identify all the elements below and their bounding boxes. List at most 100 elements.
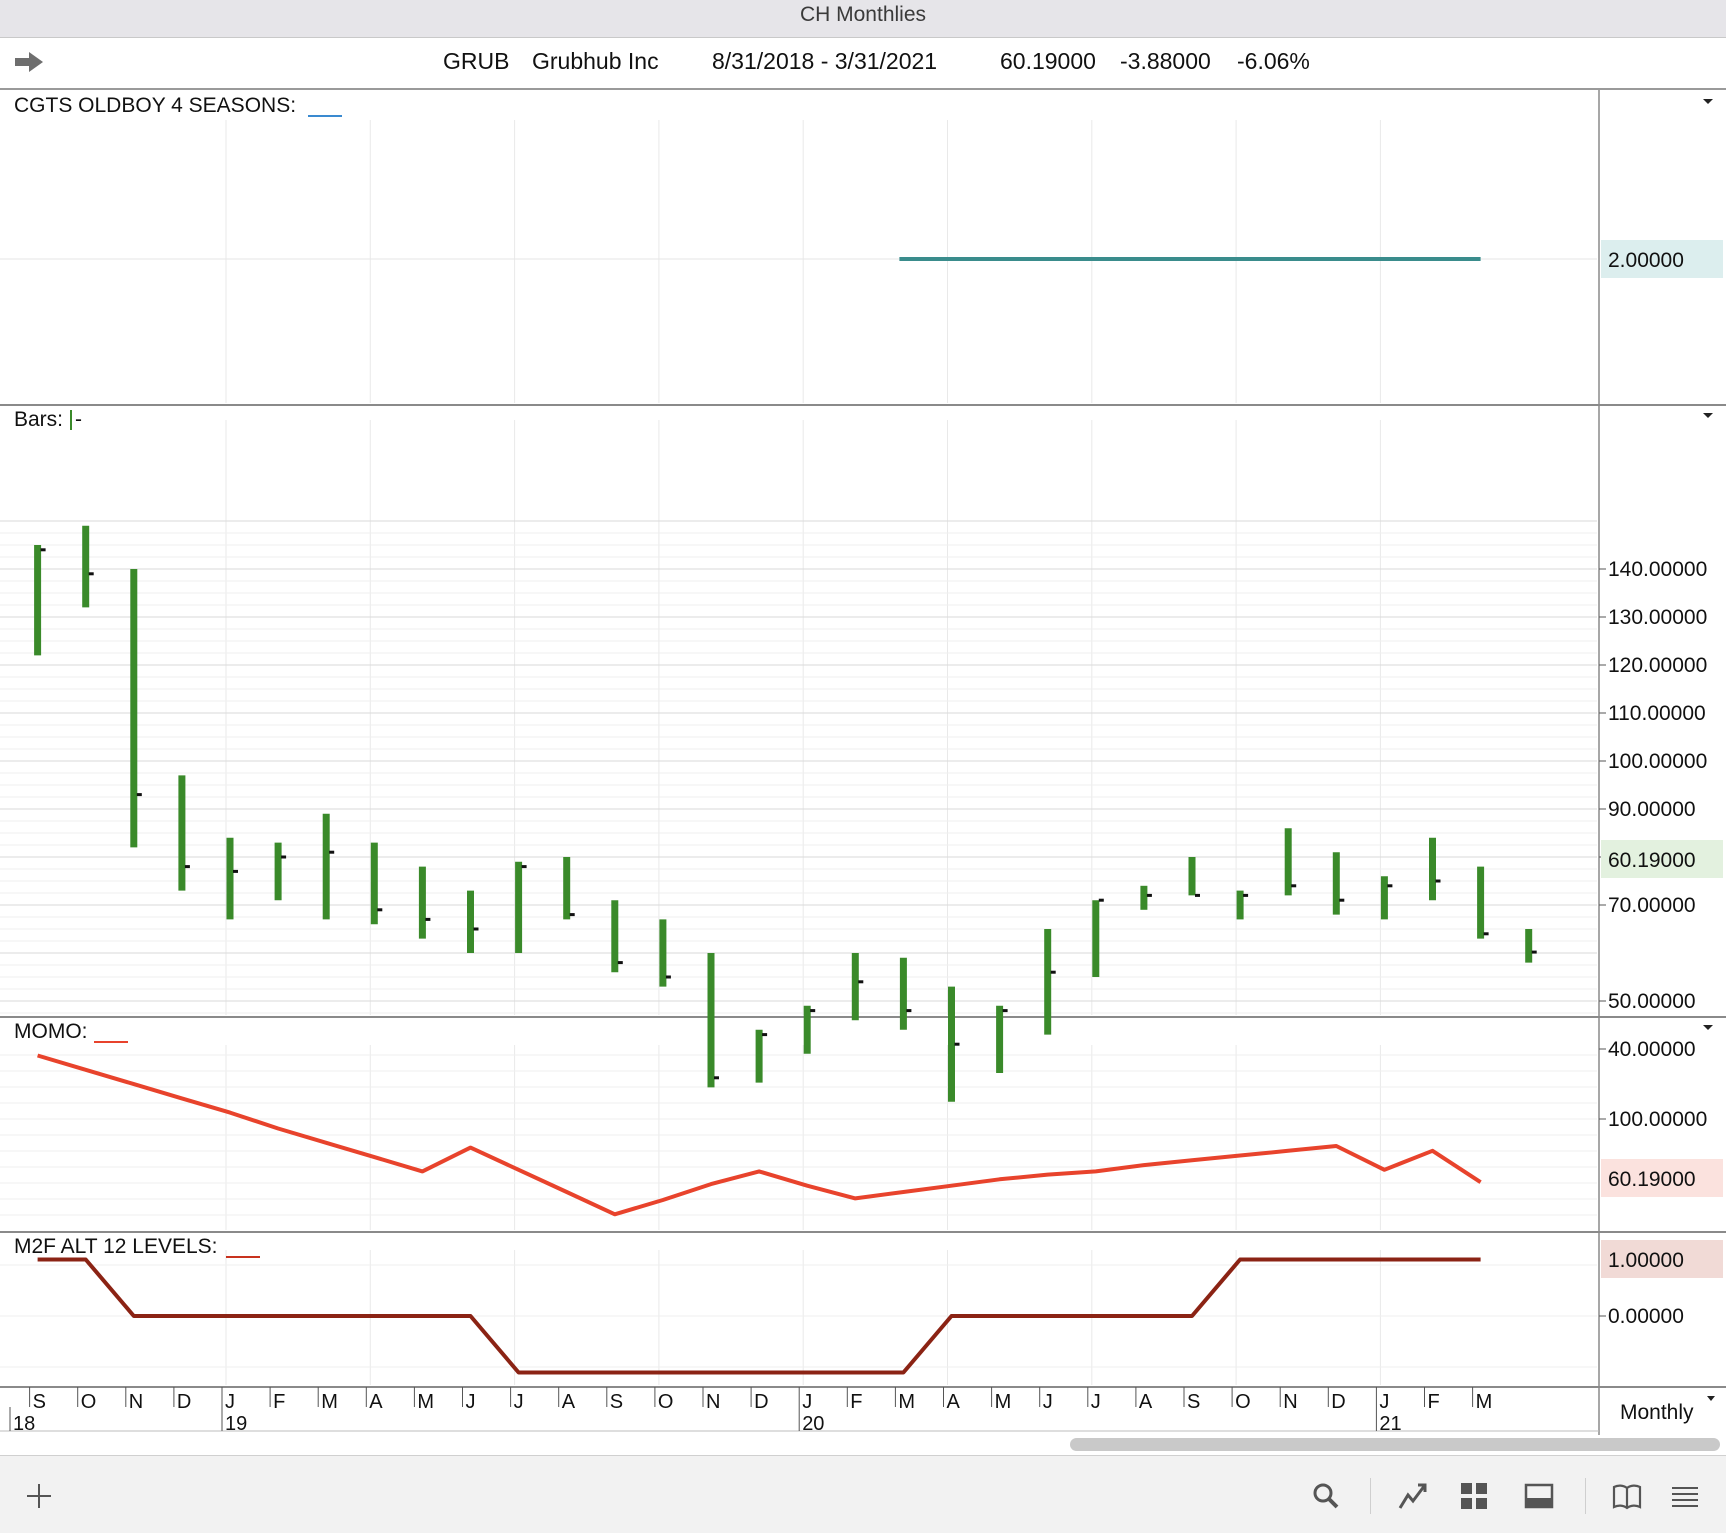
ohlc-bar: [611, 900, 623, 973]
y-tick-label: 0.00000: [1608, 1305, 1684, 1328]
ohlc-bar: [515, 861, 527, 953]
m2f-last-badge: 1.00000: [1601, 1240, 1723, 1278]
ohlc-bar: [1236, 890, 1249, 920]
m2f-y-axis: 0.00000: [1599, 1305, 1684, 1328]
x-month-label: S: [1187, 1391, 1200, 1413]
x-month-label: A: [947, 1391, 961, 1413]
momo-last-value: 60.19000: [1608, 1168, 1696, 1191]
ohlc-bar: [274, 842, 287, 901]
m2f-title: M2F ALT 12 LEVELS:: [14, 1235, 218, 1258]
ohlc-bar: [996, 1005, 1008, 1073]
x-month-label: F: [850, 1391, 862, 1413]
x-month-label: M: [1476, 1391, 1493, 1413]
add-icon[interactable]: [24, 1481, 54, 1511]
ohlc-bar: [899, 957, 912, 1030]
ohlc-bar: [130, 569, 142, 848]
ohlc-bar: [178, 775, 190, 891]
panel-menu-icon[interactable]: [1703, 413, 1713, 418]
x-month-label: J: [225, 1391, 235, 1413]
toolbar-separator: [1370, 1478, 1371, 1514]
x-year-label: 19: [225, 1413, 247, 1435]
y-tick-label: 120.00000: [1608, 654, 1707, 677]
last-price: 60.19000: [1000, 48, 1096, 74]
book-icon[interactable]: [1612, 1481, 1642, 1511]
seasons-last-badge: 2.00000: [1601, 240, 1723, 278]
ohlc-bar: [1332, 852, 1345, 915]
panel-layout-icon[interactable]: [1524, 1481, 1554, 1511]
momo-series: [37, 1053, 1482, 1217]
chevron-down-icon[interactable]: [1707, 1396, 1715, 1401]
momo-title: MOMO:: [14, 1020, 88, 1043]
x-month-label: M: [417, 1391, 434, 1413]
y-tick-label: 90.00000: [1608, 798, 1696, 821]
panel-menu-icon[interactable]: [1703, 99, 1713, 104]
ohlc-bar: [707, 953, 719, 1088]
price-change-pct: -6.06%: [1237, 48, 1310, 74]
timeframe-selector[interactable]: Monthly: [1620, 1396, 1715, 1424]
ohlc-bars: [34, 525, 1537, 1102]
window-title-bar: CH Monthlies: [0, 0, 1726, 38]
bars-legend-dash: -: [75, 408, 82, 431]
y-tick-label: 130.00000: [1608, 606, 1707, 629]
bars-last-badge: 60.19000: [1601, 840, 1723, 878]
grid: [0, 120, 1597, 1385]
x-month-label: O: [81, 1391, 97, 1413]
ohlc-bar: [1380, 876, 1393, 920]
x-axis: S O N D J F M A M J J A S O N D J F M A M J J A S O N D J F M 18 19 20 21: [9, 1387, 1493, 1435]
arrow-right-icon[interactable]: [13, 50, 45, 74]
horizontal-scrollbar[interactable]: [1070, 1438, 1720, 1451]
x-month-label: D: [754, 1391, 768, 1413]
ohlc-bar: [1092, 898, 1104, 977]
x-month-label: N: [129, 1391, 143, 1413]
x-month-label: M: [995, 1391, 1012, 1413]
ohlc-bar: [1284, 828, 1297, 896]
x-month-label: A: [1139, 1391, 1153, 1413]
m2f-series: [37, 1257, 1481, 1375]
x-month-label: F: [273, 1391, 285, 1413]
ohlc-bar: [34, 545, 46, 656]
bars-title: Bars:: [14, 408, 63, 431]
x-month-label: N: [1283, 1391, 1297, 1413]
ohlc-bar: [418, 866, 431, 939]
window-title: CH Monthlies: [799, 3, 927, 26]
bottom-toolbar: [0, 1455, 1726, 1533]
chart-area[interactable]: CGTS OLDBOY 4 SEASONS: 2.00000 Bars: - 1…: [0, 90, 1726, 1435]
x-month-label: D: [1331, 1391, 1345, 1413]
ohlc-bar: [322, 813, 335, 920]
ohlc-bar: [563, 857, 575, 920]
momo-y-axis: 100.00000: [1599, 1108, 1707, 1131]
ohlc-bar: [226, 837, 238, 920]
symbol: GRUB: [443, 48, 510, 74]
x-year-label: 18: [13, 1413, 35, 1435]
search-icon[interactable]: [1311, 1481, 1341, 1511]
x-month-label: J: [466, 1391, 476, 1413]
menu-icon[interactable]: [1670, 1481, 1700, 1511]
ohlc-bar: [1044, 929, 1056, 1035]
chart-line-icon[interactable]: [1398, 1481, 1428, 1511]
ohlc-bar: [948, 986, 960, 1102]
x-month-label: J: [1043, 1391, 1053, 1413]
x-month-label: A: [562, 1391, 576, 1413]
x-year-label: 20: [802, 1413, 824, 1435]
grid-layout-icon[interactable]: [1459, 1481, 1489, 1511]
y-tick-label: 100.00000: [1608, 1108, 1707, 1131]
x-month-label: M: [321, 1391, 338, 1413]
seasons-last-value: 2.00000: [1608, 249, 1684, 272]
x-month-label: O: [658, 1391, 674, 1413]
x-month-label: S: [610, 1391, 623, 1413]
bars-y-axis: 140.00000 130.00000 120.00000 110.00000 100.…: [1599, 558, 1707, 1061]
toolbar-separator: [1585, 1478, 1586, 1514]
ohlc-bar: [1188, 857, 1200, 897]
momo-last-badge: 60.19000: [1601, 1159, 1723, 1197]
momo-panel: MOMO: 100.00000 60.19000: [14, 1020, 1723, 1217]
y-tick-label: 40.00000: [1608, 1038, 1696, 1061]
x-month-label: J: [802, 1391, 812, 1413]
seasons-panel: CGTS OLDBOY 4 SEASONS: 2.00000: [14, 94, 1723, 278]
x-month-label: O: [1235, 1391, 1251, 1413]
timeframe-label[interactable]: Monthly: [1620, 1401, 1694, 1424]
quote-header: GRUB Grubhub Inc 8/31/2018 - 3/31/2021 6…: [0, 38, 1726, 90]
ohlc-bar: [467, 890, 479, 953]
ohlc-bar: [1525, 929, 1537, 963]
m2f-line: [37, 1257, 1481, 1375]
panel-menu-icon[interactable]: [1703, 1025, 1713, 1030]
